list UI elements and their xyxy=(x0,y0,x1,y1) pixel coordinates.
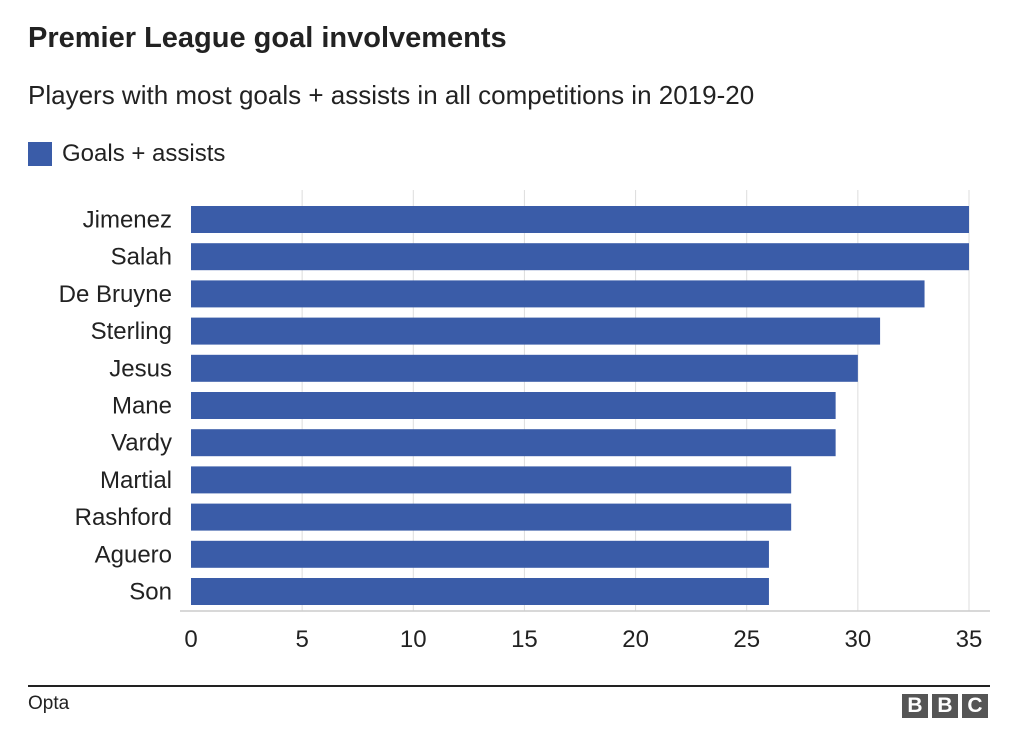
bar xyxy=(191,317,881,345)
category-label: Jimenez xyxy=(83,207,172,234)
category-label: Vardy xyxy=(111,430,172,457)
bbc-logo-letter: C xyxy=(962,694,988,718)
x-tick-label: 0 xyxy=(184,626,197,653)
x-tick-label: 10 xyxy=(400,626,427,653)
category-label: Martial xyxy=(100,467,172,494)
bar xyxy=(191,503,792,531)
bbc-logo: B B C xyxy=(902,694,988,718)
chart-title: Premier League goal involvements xyxy=(28,22,507,54)
x-tick-label: 20 xyxy=(622,626,649,653)
bar xyxy=(191,280,925,308)
legend-swatch xyxy=(28,142,52,166)
bar xyxy=(191,429,836,457)
category-label: Mane xyxy=(112,393,172,420)
bar xyxy=(191,354,858,382)
x-tick-label: 35 xyxy=(956,626,983,653)
x-tick-label: 25 xyxy=(733,626,760,653)
category-label: Son xyxy=(129,579,172,606)
chart-subtitle: Players with most goals + assists in all… xyxy=(28,80,755,110)
bbc-logo-letter: B xyxy=(902,694,928,718)
bar xyxy=(191,206,969,233)
bar xyxy=(191,466,792,494)
legend: Goals + assists xyxy=(28,140,225,168)
bar xyxy=(191,540,769,568)
x-tick-label: 30 xyxy=(845,626,872,653)
category-label: Aguero xyxy=(95,541,172,568)
bar xyxy=(191,243,969,271)
legend-label: Goals + assists xyxy=(62,140,226,167)
category-label: De Bruyne xyxy=(59,281,172,308)
category-label: Jesus xyxy=(109,355,172,382)
footer-divider xyxy=(28,685,990,687)
source-label: Opta xyxy=(28,693,70,714)
bar-chart: Jimenez Salah De Bruyne Sterling Jesus Mane Va… xyxy=(59,190,990,653)
bar xyxy=(191,392,836,419)
x-tick-label: 5 xyxy=(295,626,308,653)
category-label: Sterling xyxy=(91,318,172,345)
bar xyxy=(191,578,769,605)
x-tick-label: 15 xyxy=(511,626,538,653)
category-label: Salah xyxy=(111,244,172,271)
bbc-logo-letter: B xyxy=(932,694,958,718)
category-label: Rashford xyxy=(75,504,172,531)
